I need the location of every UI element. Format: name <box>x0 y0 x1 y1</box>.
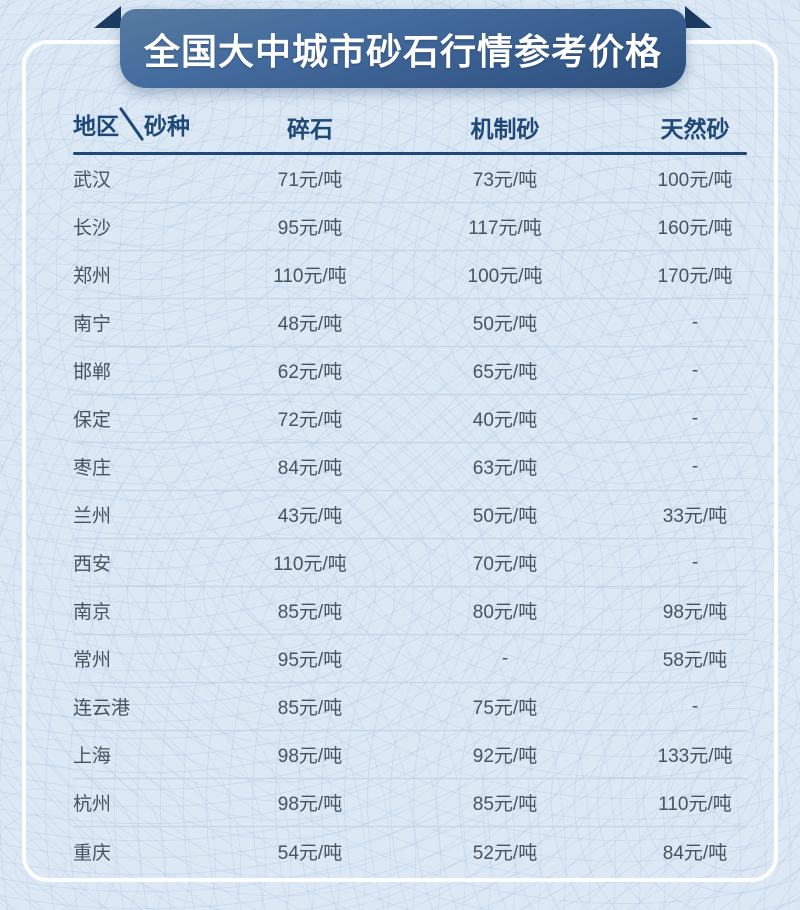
ribbon-fold-left <box>94 6 121 28</box>
column-header-machine-sand: 机制砂 <box>470 116 540 142</box>
city-cell: 保定 <box>73 410 112 431</box>
table-header-row: 地区 砂种 碎石 机制砂 天然砂 <box>73 104 747 152</box>
price-cell: 98元/吨 <box>662 602 728 623</box>
table-row: 郑州 110元/吨 100元/吨 170元/吨 <box>73 251 747 299</box>
price-cell: 50元/吨 <box>472 506 538 527</box>
price-cell: 110元/吨 <box>273 266 347 287</box>
table-row: 杭州 98元/吨 85元/吨 110元/吨 <box>73 779 747 827</box>
price-cell: 52元/吨 <box>472 842 538 864</box>
price-cell: - <box>691 695 699 717</box>
table-row: 长沙 95元/吨 117元/吨 160元/吨 <box>73 203 747 251</box>
price-cell: 160元/吨 <box>657 218 733 239</box>
price-cell: 100元/吨 <box>467 266 543 287</box>
price-cell: 95元/吨 <box>277 650 343 671</box>
corner-header-cell: 地区 砂种 <box>73 104 253 144</box>
price-cell: - <box>691 455 699 477</box>
table-row: 常州 95元/吨 - 58元/吨 <box>73 635 747 683</box>
price-cell: 70元/吨 <box>472 554 538 575</box>
column-header-crushed-stone: 碎石 <box>287 116 333 142</box>
column-header-natural-sand: 天然砂 <box>660 116 730 142</box>
city-cell: 长沙 <box>73 218 112 239</box>
price-cell: 65元/吨 <box>472 362 538 383</box>
price-cell: 100元/吨 <box>657 170 733 191</box>
city-cell: 常州 <box>73 650 112 671</box>
price-cell: - <box>691 551 699 573</box>
table-row: 南宁 48元/吨 50元/吨 - <box>73 299 747 347</box>
price-cell: 133元/吨 <box>657 746 733 767</box>
city-cell: 武汉 <box>73 170 112 191</box>
ribbon-fold-right <box>685 6 712 28</box>
header-underline <box>73 152 747 155</box>
table-row: 重庆 54元/吨 52元/吨 84元/吨 <box>73 827 747 875</box>
city-cell: 南宁 <box>73 314 112 335</box>
table-row: 武汉 71元/吨 73元/吨 100元/吨 <box>73 155 747 203</box>
price-cell: - <box>691 311 699 333</box>
price-cell: 110元/吨 <box>658 794 732 815</box>
price-cell: 110元/吨 <box>273 554 347 575</box>
price-cell: 73元/吨 <box>472 170 538 191</box>
price-cell: 117元/吨 <box>468 218 542 239</box>
price-cell: 95元/吨 <box>277 218 343 239</box>
city-cell: 重庆 <box>73 842 112 864</box>
city-cell: 西安 <box>73 554 112 575</box>
price-cell: 72元/吨 <box>277 410 343 431</box>
price-cell: 170元/吨 <box>657 266 733 287</box>
city-cell: 南京 <box>73 602 112 623</box>
price-cell: 98元/吨 <box>277 746 343 767</box>
diagonal-divider <box>118 106 145 142</box>
price-cell: 75元/吨 <box>472 698 538 719</box>
city-cell: 枣庄 <box>73 458 112 479</box>
city-cell: 郑州 <box>73 266 112 287</box>
city-cell: 杭州 <box>73 794 112 815</box>
sand-type-header-label: 砂种 <box>144 113 190 139</box>
price-cell: 85元/吨 <box>277 698 343 719</box>
region-header-label: 地区 <box>73 113 119 139</box>
table-row: 南京 85元/吨 80元/吨 98元/吨 <box>73 587 747 635</box>
price-cell: - <box>691 359 699 381</box>
city-cell: 连云港 <box>73 698 131 719</box>
table-row: 邯郸 62元/吨 65元/吨 - <box>73 347 747 395</box>
table-row: 保定 72元/吨 40元/吨 - <box>73 395 747 443</box>
price-cell: 71元/吨 <box>277 170 343 191</box>
city-cell: 邯郸 <box>73 362 112 383</box>
price-cell: 63元/吨 <box>472 458 538 479</box>
table-row: 兰州 43元/吨 50元/吨 33元/吨 <box>73 491 747 539</box>
table-body: 武汉 71元/吨 73元/吨 100元/吨 长沙 95元/吨 117元/吨 16… <box>73 155 747 875</box>
table-row: 上海 98元/吨 92元/吨 133元/吨 <box>73 731 747 779</box>
price-cell: 92元/吨 <box>472 746 538 767</box>
title-banner: 全国大中城市砂石行情参考价格 <box>120 9 686 88</box>
table-row: 西安 110元/吨 70元/吨 - <box>73 539 747 587</box>
price-cell: 98元/吨 <box>277 794 343 815</box>
price-cell: 33元/吨 <box>662 506 728 527</box>
price-cell: 85元/吨 <box>277 602 343 623</box>
price-cell: 85元/吨 <box>472 794 538 815</box>
price-cell: 58元/吨 <box>662 650 728 671</box>
price-cell: 40元/吨 <box>472 410 538 431</box>
price-cell: 48元/吨 <box>277 314 343 335</box>
price-cell: 84元/吨 <box>662 842 728 864</box>
price-cell: - <box>501 647 509 669</box>
price-table: 地区 砂种 碎石 机制砂 天然砂 武汉 71元/吨 73元/吨 100元/吨 长… <box>73 104 747 875</box>
city-cell: 兰州 <box>73 506 112 527</box>
table-row: 枣庄 84元/吨 63元/吨 - <box>73 443 747 491</box>
price-cell: 54元/吨 <box>277 842 343 864</box>
price-cell: 62元/吨 <box>277 362 343 383</box>
table-row: 连云港 85元/吨 75元/吨 - <box>73 683 747 731</box>
price-cell: 50元/吨 <box>472 314 538 335</box>
page-title: 全国大中城市砂石行情参考价格 <box>143 30 662 72</box>
price-cell: 43元/吨 <box>277 506 343 527</box>
city-cell: 上海 <box>73 746 112 767</box>
price-cell: - <box>691 407 699 429</box>
price-cell: 84元/吨 <box>277 458 343 479</box>
price-cell: 80元/吨 <box>472 602 538 623</box>
